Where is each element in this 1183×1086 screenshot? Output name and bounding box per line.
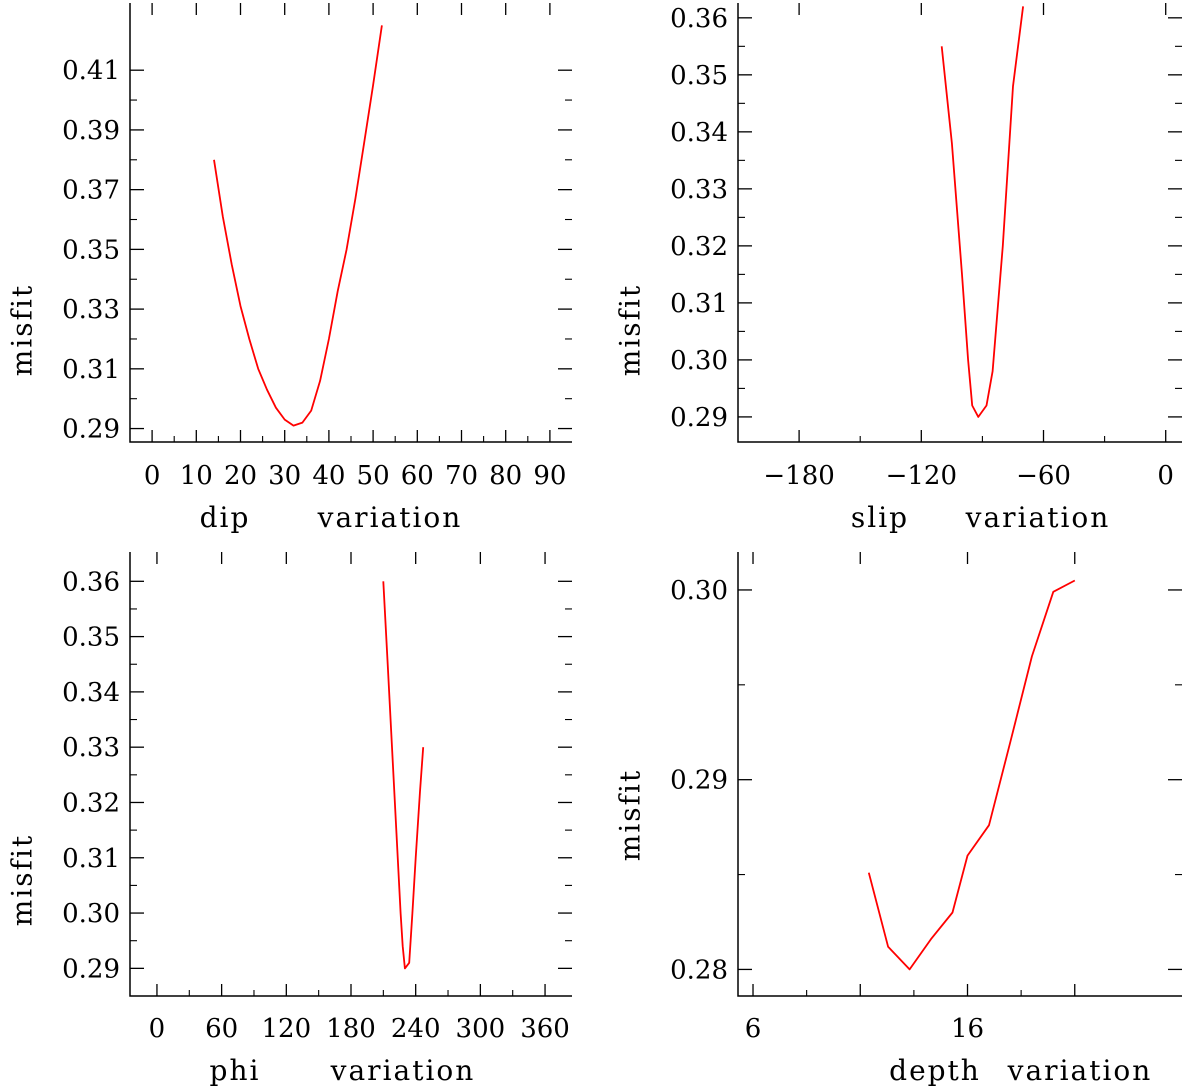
panel4-x-tick-label: 16 bbox=[951, 1014, 984, 1044]
panel1: 0 10 20 30 40 50 60 70 80 90 0.29 0.31 0.33 0.35 0.37 0… bbox=[6, 3, 572, 534]
panel3-x-tick-label: 300 bbox=[456, 1014, 506, 1044]
panel2-y-tick-label: 0.32 bbox=[670, 232, 728, 262]
panel3-x-axis-title: variation bbox=[330, 1054, 476, 1086]
panel2-y-tick-label: 0.29 bbox=[670, 403, 728, 433]
panel3-y-tick-label: 0.34 bbox=[62, 678, 120, 708]
panel3-x-tick-label: 240 bbox=[391, 1014, 441, 1044]
panel2-y-tick-label: 0.36 bbox=[670, 4, 728, 34]
panel3-axes bbox=[129, 552, 572, 997]
panel3-y-tick-label: 0.35 bbox=[62, 623, 120, 653]
panel2-y-tick-label: 0.30 bbox=[670, 346, 728, 376]
panel3: 0 60 120 180 240 300 360 0.29 0.30 0.31 0.32 0.33 0.… bbox=[6, 552, 572, 1086]
panel1-y-tick-label: 0.39 bbox=[62, 116, 120, 146]
panel1-x-tick-label: 20 bbox=[224, 461, 257, 491]
panel2-y-axis-title: misfit bbox=[614, 284, 647, 376]
panel4: 6 16 0.28 0.29 0.30 misfit depth variation bbox=[614, 552, 1182, 1086]
panel1-y-tick-label: 0.31 bbox=[62, 355, 120, 385]
panel4-y-tick-label: 0.28 bbox=[670, 955, 728, 985]
panel1-axes bbox=[129, 3, 572, 443]
panel4-y-tick-label: 0.30 bbox=[670, 576, 728, 606]
panel4-y-axis-title: misfit bbox=[614, 769, 647, 861]
panel1-x-tick-label: 40 bbox=[312, 461, 345, 491]
panel3-y-tick-label: 0.29 bbox=[62, 954, 120, 984]
panel1-y-tick-label: 0.33 bbox=[62, 295, 120, 325]
panel1-x-tick-label: 10 bbox=[180, 461, 213, 491]
panel3-x-tick-label: 60 bbox=[205, 1014, 238, 1044]
panel1-y-tick-label: 0.35 bbox=[62, 235, 120, 265]
panel4-axes bbox=[737, 552, 1182, 997]
panel1-x-tick-label: 50 bbox=[357, 461, 390, 491]
panel1-y-tick-label: 0.29 bbox=[62, 415, 120, 445]
panel2: −180 −120 −60 0 0.29 0.30 0.31 0.32 0.33 0.34 0.35… bbox=[614, 3, 1182, 534]
panel1-x-tick-label: 80 bbox=[489, 461, 522, 491]
panel1-series-line bbox=[213, 25, 383, 427]
panel3-x-tick-label: 360 bbox=[520, 1014, 570, 1044]
panel3-y-axis-title: misfit bbox=[6, 834, 39, 926]
panel2-x-tick-label: 0 bbox=[1157, 461, 1174, 491]
panel4-x-tick-label: 6 bbox=[745, 1014, 762, 1044]
panel1-y-tick-label: 0.37 bbox=[62, 176, 120, 206]
panel3-x-axis-title: phi bbox=[210, 1054, 261, 1086]
panel2-x-axis-title: variation bbox=[965, 501, 1111, 534]
panel1-x-tick-label: 30 bbox=[268, 461, 301, 491]
panel1-x-tick-label: 0 bbox=[144, 461, 161, 491]
panel3-y-tick-label: 0.33 bbox=[62, 733, 120, 763]
panel3-x-tick-label: 120 bbox=[261, 1014, 311, 1044]
panel1-x-tick-label: 90 bbox=[533, 461, 566, 491]
panel2-y-tick-label: 0.34 bbox=[670, 118, 728, 148]
panel2-axes bbox=[737, 3, 1182, 443]
panel2-series-line bbox=[940, 6, 1024, 418]
panel2-y-tick-label: 0.35 bbox=[670, 61, 728, 91]
panel1-y-axis-title: misfit bbox=[6, 284, 39, 376]
panel2-x-tick-label: −180 bbox=[763, 461, 834, 491]
panel4-series-line bbox=[867, 579, 1076, 971]
panel1-x-tick-label: 60 bbox=[401, 461, 434, 491]
panel2-x-tick-label: −120 bbox=[886, 461, 957, 491]
panel1-x-axis-title: variation bbox=[317, 501, 463, 534]
panel3-y-tick-label: 0.36 bbox=[62, 567, 120, 597]
panel1-x-tick-label: 70 bbox=[445, 461, 478, 491]
panel1-x-axis-title: dip bbox=[200, 501, 251, 534]
panel2-x-tick-label: −60 bbox=[1016, 461, 1071, 491]
panel2-y-tick-label: 0.31 bbox=[670, 289, 728, 319]
panel1-y-tick-label: 0.41 bbox=[62, 56, 120, 86]
panel3-x-tick-label: 0 bbox=[149, 1014, 166, 1044]
panel3-x-tick-label: 180 bbox=[326, 1014, 376, 1044]
panel2-x-axis-title: slip bbox=[851, 501, 909, 534]
panel2-y-tick-label: 0.33 bbox=[670, 175, 728, 205]
panel3-y-tick-label: 0.32 bbox=[62, 788, 120, 818]
panel3-y-tick-label: 0.30 bbox=[62, 899, 120, 929]
panel4-x-axis-title: variation bbox=[1007, 1054, 1153, 1086]
panel4-y-tick-label: 0.29 bbox=[670, 766, 728, 796]
panel3-series-line bbox=[382, 581, 425, 970]
panel3-y-tick-label: 0.31 bbox=[62, 844, 120, 874]
panel4-x-axis-title: depth bbox=[889, 1054, 981, 1086]
